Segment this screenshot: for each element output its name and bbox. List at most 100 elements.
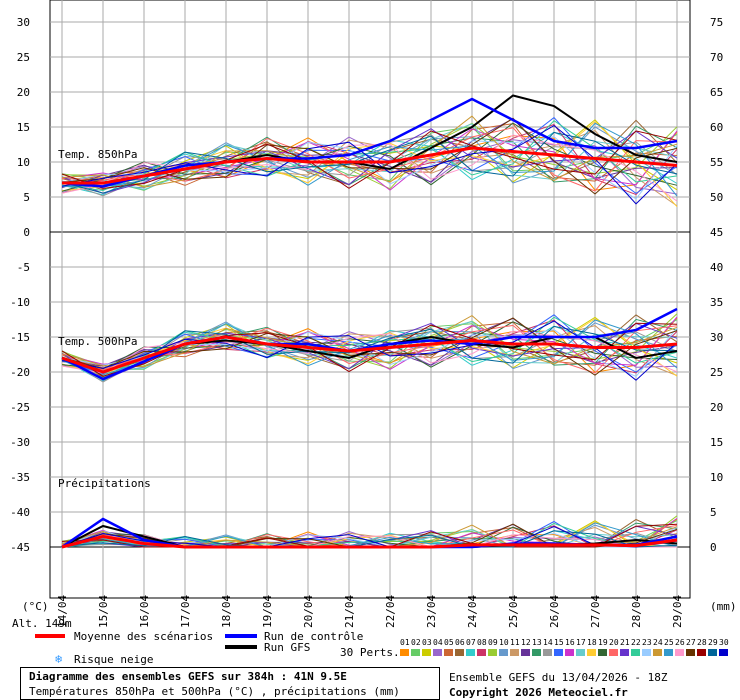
pert-swatch xyxy=(543,649,552,656)
pert-label: 16 xyxy=(565,638,575,647)
pert-label: 17 xyxy=(576,638,586,647)
control-swatch xyxy=(225,634,257,638)
y-tick-right: 25 xyxy=(710,366,723,379)
y-tick-right: 65 xyxy=(710,86,723,99)
t500-member-line xyxy=(61,314,678,368)
t850-control-line xyxy=(61,97,678,188)
pert-swatch xyxy=(455,649,464,656)
y-tick-right: 75 xyxy=(710,16,723,29)
y-tick-right: 20 xyxy=(710,401,723,414)
y-tick-left: 20 xyxy=(17,86,30,99)
y-tick-left: 0 xyxy=(23,226,30,239)
t500-mean-line xyxy=(61,335,678,374)
pert-label: 18 xyxy=(587,638,597,647)
pert-swatch xyxy=(697,649,706,656)
pert-label: 08 xyxy=(477,638,487,647)
run-info: Ensemble GEFS du 13/04/2026 - 18Z xyxy=(449,671,668,684)
y-tick-right: 45 xyxy=(710,226,723,239)
altitude-label: Alt. 149m xyxy=(12,617,72,630)
t850-member-line xyxy=(61,116,678,195)
pert-label: 20 xyxy=(609,638,619,647)
pert-label: 03 xyxy=(422,638,432,647)
t850-member-line xyxy=(61,130,678,189)
pert-label: 06 xyxy=(455,638,465,647)
pert-swatch xyxy=(631,649,640,656)
pert-label: 07 xyxy=(466,638,476,647)
pert-label: 15 xyxy=(554,638,564,647)
pert-swatch xyxy=(686,649,695,656)
t850-member-line xyxy=(61,123,678,191)
pert-swatch xyxy=(598,649,607,656)
legend-control: Run de contrôle xyxy=(264,630,364,643)
y-tick-right: 15 xyxy=(710,436,723,449)
x-tick-label: 24/04 xyxy=(466,595,479,628)
pert-label: 26 xyxy=(675,638,685,647)
plot-frame xyxy=(49,0,691,599)
pert-swatch xyxy=(708,649,717,656)
gfs-swatch xyxy=(225,645,257,649)
y-tick-left: -45 xyxy=(10,541,30,554)
legend-perts: 30 Perts. xyxy=(340,646,400,659)
t850-member-line xyxy=(61,121,678,208)
x-tick-label: 19/04 xyxy=(261,595,274,628)
t500-member-line xyxy=(61,320,678,381)
unit-right: (mm) xyxy=(710,600,737,613)
pert-label: 05 xyxy=(444,638,454,647)
y-tick-left: -15 xyxy=(10,331,30,344)
x-tick-label: 22/04 xyxy=(384,595,397,628)
t500-label: Temp. 500hPa xyxy=(58,335,137,348)
pert-label: 19 xyxy=(598,638,608,647)
pert-swatch xyxy=(653,649,662,656)
y-tick-right: 10 xyxy=(710,471,723,484)
pert-swatch xyxy=(444,649,453,656)
x-tick-label: 14/04 xyxy=(56,595,69,628)
mean-swatch xyxy=(35,634,65,638)
y-tick-left: -10 xyxy=(10,296,30,309)
precip-mean-line xyxy=(61,534,678,549)
pert-swatch xyxy=(620,649,629,656)
t500-member-line xyxy=(61,324,678,374)
pert-swatch xyxy=(532,649,541,656)
pert-label: 12 xyxy=(521,638,531,647)
pert-swatch xyxy=(400,649,409,656)
y-tick-left: -40 xyxy=(10,506,30,519)
t500-member-line xyxy=(61,318,678,377)
x-tick-label: 28/04 xyxy=(630,595,643,628)
x-tick-label: 16/04 xyxy=(138,595,151,628)
x-tick-label: 27/04 xyxy=(589,595,602,628)
pert-label: 14 xyxy=(543,638,553,647)
y-tick-right: 55 xyxy=(710,156,723,169)
t500-control-line xyxy=(61,307,678,381)
pert-label: 22 xyxy=(631,638,641,647)
pert-label: 11 xyxy=(510,638,520,647)
pert-swatch xyxy=(675,649,684,656)
y-tick-right: 60 xyxy=(710,121,723,134)
pert-label: 13 xyxy=(532,638,542,647)
pert-label: 21 xyxy=(620,638,630,647)
y-tick-left: 15 xyxy=(17,121,30,134)
pert-swatch xyxy=(499,649,508,656)
x-tick-label: 26/04 xyxy=(548,595,561,628)
legend-snow: Risque neige xyxy=(74,653,154,666)
x-tick-label: 23/04 xyxy=(425,595,438,628)
x-tick-label: 29/04 xyxy=(671,595,684,628)
pert-swatch xyxy=(510,649,519,656)
legend-mean: Moyenne des scénarios xyxy=(74,630,214,643)
pert-swatch xyxy=(719,649,728,656)
pert-label: 10 xyxy=(499,638,509,647)
pert-swatch xyxy=(488,649,497,656)
y-tick-right: 30 xyxy=(710,331,723,344)
pert-swatch xyxy=(565,649,574,656)
pert-label: 27 xyxy=(686,638,696,647)
pert-swatch xyxy=(642,649,651,656)
t850-member-line xyxy=(61,115,678,188)
y-tick-left: -20 xyxy=(10,366,30,379)
precip-label: Précipitations xyxy=(58,477,151,490)
title-box: Diagramme des ensembles GEFS sur 384h : … xyxy=(20,667,440,700)
t500-member-line xyxy=(61,321,678,371)
x-tick-label: 15/04 xyxy=(97,595,110,628)
pert-label: 01 xyxy=(400,638,410,647)
y-tick-right: 50 xyxy=(710,191,723,204)
chart-title: Diagramme des ensembles GEFS sur 384h : … xyxy=(29,670,347,683)
